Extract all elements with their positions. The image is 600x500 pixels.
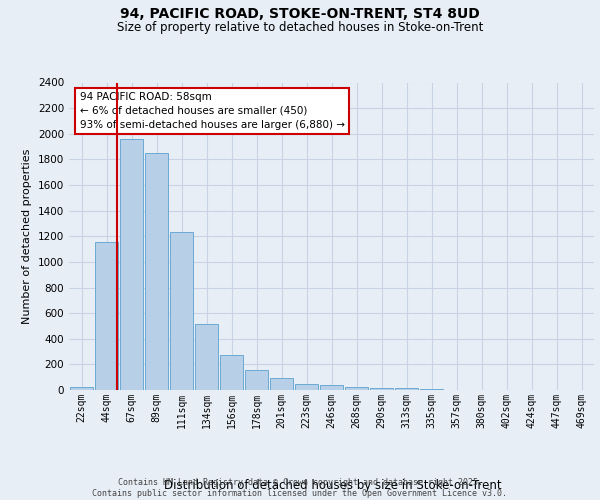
Text: Size of property relative to detached houses in Stoke-on-Trent: Size of property relative to detached ho… [117, 21, 483, 34]
Text: 94 PACIFIC ROAD: 58sqm
← 6% of detached houses are smaller (450)
93% of semi-det: 94 PACIFIC ROAD: 58sqm ← 6% of detached … [79, 92, 344, 130]
Bar [220, 355, 243, 390]
Bar [95, 242, 118, 390]
Bar [195, 324, 218, 390]
Bar [145, 153, 168, 390]
Bar [345, 388, 368, 390]
Bar [320, 384, 343, 390]
Text: Contains HM Land Registry data © Crown copyright and database right 2025.
Contai: Contains HM Land Registry data © Crown c… [92, 478, 508, 498]
Bar [295, 384, 318, 390]
Text: 94, PACIFIC ROAD, STOKE-ON-TRENT, ST4 8UD: 94, PACIFIC ROAD, STOKE-ON-TRENT, ST4 8U… [120, 8, 480, 22]
Bar [70, 387, 93, 390]
Bar [120, 139, 143, 390]
Bar [370, 388, 393, 390]
Bar [170, 232, 193, 390]
Bar [395, 388, 418, 390]
Bar [245, 370, 268, 390]
Y-axis label: Number of detached properties: Number of detached properties [22, 148, 32, 324]
Text: Distribution of detached houses by size in Stoke-on-Trent: Distribution of detached houses by size … [164, 480, 502, 492]
Bar [270, 378, 293, 390]
